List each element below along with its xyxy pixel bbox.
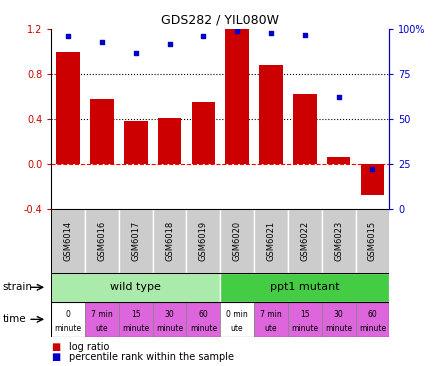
Text: GSM6014: GSM6014 (64, 221, 73, 261)
Text: GSM6015: GSM6015 (368, 221, 377, 261)
Text: minute: minute (291, 324, 318, 333)
Bar (119, 209, 153, 273)
Bar (51, 209, 85, 273)
Bar (259, 65, 283, 164)
Bar (288, 209, 322, 273)
Text: ppt1 mutant: ppt1 mutant (270, 282, 340, 292)
Text: 30: 30 (165, 310, 174, 319)
Bar (158, 118, 182, 164)
Text: ute: ute (96, 324, 108, 333)
Bar (322, 302, 356, 337)
Text: minute: minute (122, 324, 149, 333)
Text: 0: 0 (66, 310, 70, 319)
Bar (360, 164, 384, 195)
Text: strain: strain (2, 282, 32, 292)
Bar (51, 302, 85, 337)
Bar (186, 302, 220, 337)
Bar (85, 209, 119, 273)
Text: time: time (2, 314, 26, 324)
Point (267, 30, 275, 36)
Bar (220, 209, 254, 273)
Title: GDS282 / YIL080W: GDS282 / YIL080W (161, 14, 279, 27)
Bar (56, 52, 80, 164)
Text: ute: ute (265, 324, 277, 333)
Bar (293, 94, 317, 164)
Text: ■: ■ (51, 352, 61, 362)
Text: minute: minute (190, 324, 217, 333)
Bar (153, 302, 186, 337)
Point (200, 34, 207, 40)
Bar (186, 209, 220, 273)
Text: 7 min: 7 min (260, 310, 282, 319)
Text: percentile rank within the sample: percentile rank within the sample (69, 352, 234, 362)
Bar (220, 273, 389, 302)
Text: GSM6019: GSM6019 (199, 221, 208, 261)
Text: 30: 30 (334, 310, 344, 319)
Text: 7 min: 7 min (91, 310, 113, 319)
Point (98, 39, 105, 45)
Text: minute: minute (55, 324, 81, 333)
Text: GSM6020: GSM6020 (233, 221, 242, 261)
Bar (254, 302, 288, 337)
Bar (153, 209, 186, 273)
Text: GSM6016: GSM6016 (97, 221, 106, 261)
Bar (220, 302, 254, 337)
Bar (322, 209, 356, 273)
Text: minute: minute (359, 324, 386, 333)
Text: wild type: wild type (110, 282, 161, 292)
Bar (327, 157, 351, 164)
Text: 15: 15 (300, 310, 310, 319)
Text: log ratio: log ratio (69, 341, 109, 352)
Text: GSM6023: GSM6023 (334, 221, 343, 261)
Text: 15: 15 (131, 310, 141, 319)
Bar (124, 121, 148, 164)
Bar (356, 302, 389, 337)
Text: GSM6017: GSM6017 (131, 221, 140, 261)
Text: minute: minute (325, 324, 352, 333)
Bar (191, 102, 215, 164)
Bar (85, 302, 119, 337)
Text: 0 min: 0 min (227, 310, 248, 319)
Point (234, 28, 241, 34)
Text: GSM6021: GSM6021 (267, 221, 275, 261)
Text: minute: minute (156, 324, 183, 333)
Text: 60: 60 (368, 310, 377, 319)
Point (369, 166, 376, 172)
Bar (288, 302, 322, 337)
Text: 60: 60 (198, 310, 208, 319)
Text: GSM6018: GSM6018 (165, 221, 174, 261)
Point (65, 34, 72, 40)
Bar (225, 29, 249, 164)
Text: GSM6022: GSM6022 (300, 221, 309, 261)
Bar (254, 209, 288, 273)
Bar (51, 273, 220, 302)
Point (132, 50, 139, 56)
Bar (90, 99, 114, 164)
Bar (119, 302, 153, 337)
Text: ■: ■ (51, 341, 61, 352)
Bar (356, 209, 389, 273)
Text: ute: ute (231, 324, 243, 333)
Point (335, 94, 342, 100)
Point (166, 41, 173, 46)
Point (301, 32, 308, 38)
